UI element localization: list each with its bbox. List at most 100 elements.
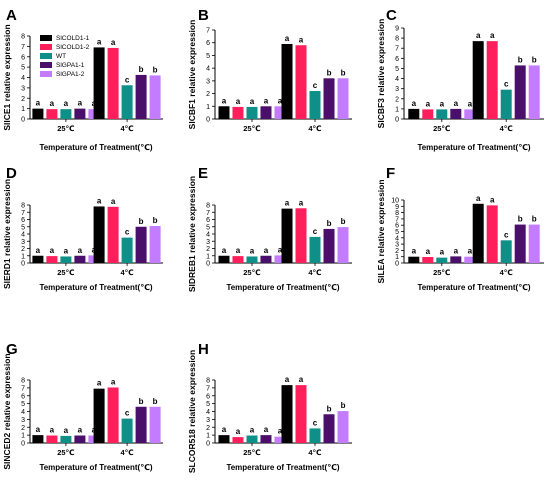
bar — [46, 109, 58, 119]
bar — [135, 226, 147, 263]
bar-letter-label: a — [50, 426, 55, 435]
panel-label: A — [6, 7, 17, 24]
y-tick-label: 4 — [21, 409, 25, 416]
bar — [218, 255, 230, 263]
bar-letter-label: b — [327, 68, 332, 77]
bar — [408, 256, 420, 263]
bar-letter-label: a — [264, 246, 269, 255]
bar — [232, 437, 244, 443]
legend-swatch — [40, 44, 52, 50]
bar — [232, 256, 244, 263]
bar — [74, 435, 86, 443]
y-tick-label: 3 — [21, 85, 25, 92]
y-tick-label: 7 — [21, 210, 25, 217]
bar-letter-label: b — [153, 216, 158, 225]
bar — [74, 255, 86, 263]
bar-letter-label: a — [111, 197, 116, 206]
y-tick-label: 0 — [21, 441, 25, 448]
y-tick-label: 7 — [395, 216, 399, 223]
y-tick-label: 0 — [206, 261, 210, 268]
y-tick-label: 6 — [206, 217, 210, 224]
bar-letter-label: a — [250, 426, 255, 435]
x-tick-label: 4℃ — [308, 448, 321, 457]
bar-letter-label: a — [111, 38, 116, 47]
bar — [135, 406, 147, 443]
y-tick-label: 3 — [21, 417, 25, 424]
bar-letter-label: a — [36, 246, 41, 255]
panel-label: D — [6, 165, 17, 182]
bar — [60, 435, 72, 443]
y-tick-label: 6 — [395, 223, 399, 230]
bar — [246, 435, 258, 443]
bar-letter-label: c — [504, 80, 509, 89]
y-tick-label: 4 — [21, 232, 25, 239]
legend-swatch — [40, 53, 52, 59]
bar — [514, 224, 526, 263]
bar-letter-label: a — [285, 375, 290, 384]
y-tick-label: 1 — [21, 106, 25, 113]
y-tick-label: 1 — [206, 433, 210, 440]
bar — [450, 256, 462, 263]
y-axis-title: SlNCED2 relative expression — [2, 353, 12, 469]
bar-letter-label: b — [153, 65, 158, 74]
bar — [472, 203, 484, 263]
y-tick-label: 9 — [395, 204, 399, 211]
bar — [149, 75, 161, 119]
x-axis-title: Temperature of Treatment(℃) — [226, 283, 339, 292]
x-tick-label: 25℃ — [57, 268, 74, 277]
bar-letter-label: b — [341, 401, 346, 410]
bar — [274, 106, 286, 119]
bar — [500, 240, 512, 263]
bar-letter-label: a — [222, 246, 227, 255]
bar — [107, 47, 119, 119]
y-tick-label: 5 — [206, 401, 210, 408]
bar-letter-label: a — [250, 97, 255, 106]
bar — [107, 387, 119, 443]
x-axis-title: Temperature of Treatment(℃) — [39, 143, 152, 152]
bar — [464, 109, 476, 119]
y-tick-label: 7 — [395, 46, 399, 53]
y-axis-title: SlLEA relative expression — [376, 179, 386, 283]
bar-letter-label: a — [468, 247, 473, 256]
y-tick-label: 1 — [206, 253, 210, 260]
bar — [472, 41, 484, 120]
y-tick-label: 0 — [21, 261, 25, 268]
bar-letter-label: a — [278, 427, 283, 436]
bar-letter-label: a — [97, 37, 102, 46]
y-tick-label: 2 — [206, 91, 210, 98]
bar-letter-label: a — [468, 99, 473, 108]
y-tick-label: 8 — [395, 36, 399, 43]
bar-letter-label: b — [532, 215, 537, 224]
y-tick-label: 6 — [395, 56, 399, 63]
bar-letter-label: a — [236, 427, 241, 436]
panel-label: C — [386, 7, 397, 24]
bar — [46, 435, 58, 443]
bar-letter-label: a — [236, 246, 241, 255]
y-tick-label: 5 — [21, 65, 25, 72]
y-axis-title: SLCOR518 relative expression — [187, 350, 197, 473]
bar — [60, 109, 72, 119]
panel-label: G — [6, 341, 18, 358]
x-tick-label: 4℃ — [120, 448, 133, 457]
y-tick-label: 1 — [206, 104, 210, 111]
bar — [32, 435, 44, 443]
bar-letter-label: a — [64, 246, 69, 255]
bar-letter-label: a — [490, 31, 495, 40]
y-tick-label: 0 — [206, 441, 210, 448]
bar — [232, 106, 244, 119]
y-axis-title: SlDREB1 relative expression — [187, 176, 197, 292]
y-tick-label: 3 — [395, 86, 399, 93]
bar — [436, 257, 448, 263]
bar-letter-label: c — [313, 227, 318, 236]
panel-label: H — [198, 341, 209, 358]
x-tick-label: 4℃ — [500, 268, 513, 277]
bar — [218, 435, 230, 443]
y-tick-label: 1 — [395, 106, 399, 113]
y-tick-label: 6 — [206, 40, 210, 47]
x-tick-label: 25℃ — [243, 448, 260, 457]
bar — [32, 255, 44, 263]
